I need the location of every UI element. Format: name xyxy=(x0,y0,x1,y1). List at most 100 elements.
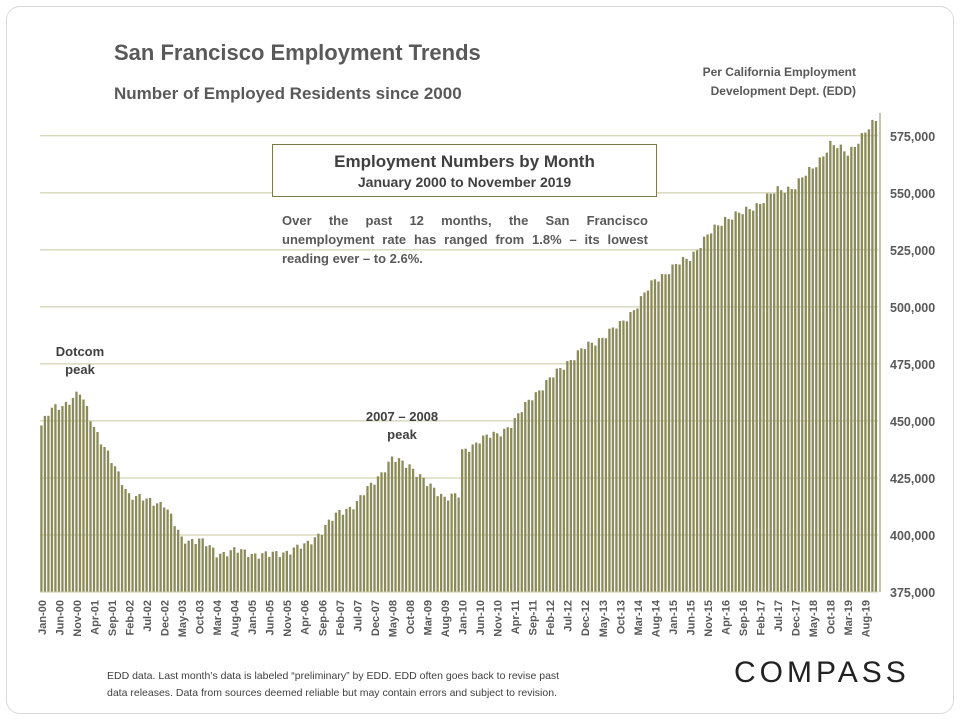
bar xyxy=(780,190,783,592)
y-tick-label: 575,000 xyxy=(890,130,935,144)
y-tick-label: 525,000 xyxy=(890,244,935,258)
x-tick-label: Apr-06 xyxy=(300,600,312,635)
bar xyxy=(517,413,520,592)
y-tick-label: 550,000 xyxy=(890,187,935,201)
bar xyxy=(404,467,408,592)
bar xyxy=(601,337,604,592)
bar xyxy=(138,493,141,592)
y-tick-label: 450,000 xyxy=(890,415,935,429)
bar xyxy=(822,156,825,592)
bar xyxy=(443,496,446,592)
bar xyxy=(468,451,471,592)
bar xyxy=(660,274,664,592)
bar xyxy=(184,543,187,592)
bar xyxy=(678,264,681,592)
bar xyxy=(566,361,569,592)
bar xyxy=(348,506,352,592)
chart-title-box: Employment Numbers by Month January 2000… xyxy=(272,144,657,197)
bar xyxy=(766,193,769,593)
bar xyxy=(429,483,432,592)
bar xyxy=(699,248,702,593)
bar xyxy=(524,402,527,592)
x-tick-label: Aug-19 xyxy=(861,600,873,637)
x-tick-label: Oct-18 xyxy=(826,600,838,634)
x-tick-label: Jun-10 xyxy=(475,600,487,635)
x-tick-label: Dec-17 xyxy=(791,600,803,636)
bar xyxy=(285,550,288,592)
bar xyxy=(653,279,657,592)
bar xyxy=(839,144,842,592)
bar xyxy=(636,308,639,592)
bar xyxy=(702,236,706,592)
bar xyxy=(96,432,99,592)
bar xyxy=(180,536,183,592)
bar xyxy=(548,377,551,592)
bar xyxy=(369,482,373,592)
bar xyxy=(674,263,678,592)
bar xyxy=(527,399,530,592)
bar xyxy=(155,503,159,592)
bar xyxy=(194,544,197,592)
bar xyxy=(576,350,580,592)
bar xyxy=(748,209,751,592)
bar xyxy=(794,189,797,592)
bar xyxy=(615,328,618,592)
x-tick-label: Nov-00 xyxy=(72,600,84,637)
bar xyxy=(681,257,685,592)
bar xyxy=(324,524,327,592)
bar xyxy=(853,147,857,592)
bar xyxy=(131,499,134,592)
source-note: Per California Employment Development De… xyxy=(680,63,856,101)
x-tick-label: Feb-12 xyxy=(545,600,557,635)
bar xyxy=(489,437,492,592)
bar xyxy=(464,448,467,592)
bar xyxy=(310,544,313,592)
bar xyxy=(475,442,478,592)
bar xyxy=(783,192,786,593)
bar xyxy=(790,189,793,592)
bar xyxy=(187,540,190,592)
x-tick-label: Jan-05 xyxy=(247,600,259,635)
bar xyxy=(376,476,380,592)
bar xyxy=(390,456,394,592)
bar xyxy=(408,464,411,592)
bar xyxy=(124,488,127,592)
bar xyxy=(874,121,878,592)
footer-line-1: EDD data. Last month’s data is labeled “… xyxy=(107,670,560,682)
bar xyxy=(611,327,615,592)
source-line-1: Per California Employment xyxy=(702,65,856,79)
bar xyxy=(401,460,404,592)
bar xyxy=(110,463,113,592)
bar xyxy=(871,119,874,592)
bar xyxy=(552,377,555,592)
x-tick-label: Jan-15 xyxy=(668,600,680,635)
bar xyxy=(867,129,871,592)
bar xyxy=(113,466,117,592)
x-tick-label: Jan-10 xyxy=(458,600,470,635)
bar xyxy=(503,428,506,592)
bar xyxy=(650,280,653,592)
bar xyxy=(233,547,236,592)
x-tick-label: Aug-14 xyxy=(650,599,662,637)
bar xyxy=(380,472,383,592)
bar xyxy=(573,360,576,592)
bar xyxy=(99,444,103,592)
bar xyxy=(362,495,366,592)
bar xyxy=(278,557,281,592)
bar xyxy=(773,193,776,592)
bar xyxy=(580,348,583,592)
bar xyxy=(755,203,758,592)
bar xyxy=(264,551,267,592)
bar xyxy=(61,406,64,592)
x-tick-label: Dec-07 xyxy=(370,600,382,636)
bar xyxy=(538,390,541,592)
y-tick-label: 475,000 xyxy=(890,358,935,372)
bar xyxy=(47,415,50,592)
bar xyxy=(148,498,152,592)
footer-line-2: data releases. Data from sources deemed … xyxy=(107,687,557,699)
bar xyxy=(327,519,331,592)
bar xyxy=(829,140,832,592)
dotcom-peak-annotation: Dotcom peak xyxy=(55,344,105,377)
bar xyxy=(247,557,250,592)
bar xyxy=(485,434,488,592)
